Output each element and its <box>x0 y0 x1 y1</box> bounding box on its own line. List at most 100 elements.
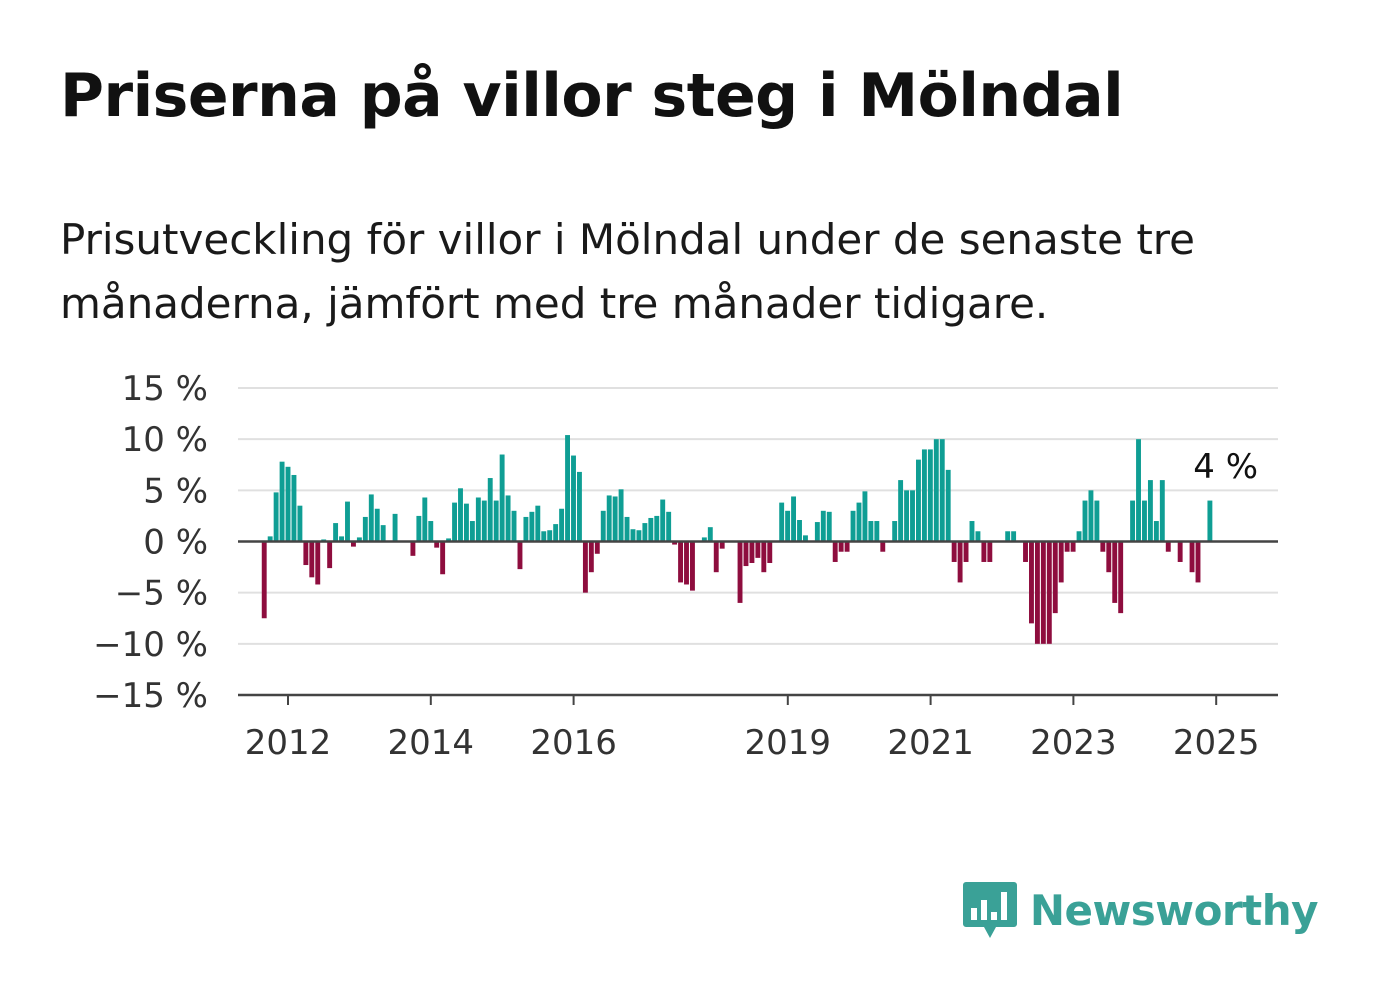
bar <box>1189 541 1195 573</box>
bar <box>279 461 285 542</box>
bar <box>642 523 648 542</box>
bar <box>981 541 987 562</box>
bar <box>606 495 612 542</box>
bar <box>1118 541 1124 614</box>
bar <box>850 510 856 542</box>
bar <box>636 530 642 542</box>
bar <box>1112 541 1118 603</box>
bar <box>779 502 785 542</box>
bar <box>678 541 684 583</box>
bar <box>463 503 469 542</box>
bar <box>535 505 541 542</box>
bar <box>838 541 844 552</box>
bar <box>565 435 570 542</box>
bar <box>571 455 576 542</box>
bar <box>690 541 695 591</box>
bar <box>600 510 606 542</box>
bar <box>910 490 915 542</box>
bar <box>356 537 362 542</box>
bar <box>713 541 719 573</box>
bar <box>749 541 755 563</box>
bar <box>963 541 969 562</box>
bar <box>785 510 791 542</box>
bar <box>880 541 886 552</box>
bar <box>434 541 440 548</box>
bar <box>452 502 457 542</box>
bar <box>797 520 802 542</box>
bar <box>874 521 880 542</box>
bar <box>303 541 309 566</box>
chart-subtitle: Prisutveckling för villor i Mölndal unde… <box>60 215 1195 328</box>
newsworthy-logo: Newsworthy <box>962 880 1319 940</box>
y-tick-label: −5 % <box>115 574 208 614</box>
bar <box>1106 541 1112 573</box>
bar <box>1064 541 1070 552</box>
x-tick-label: 2016 <box>530 723 617 763</box>
bar <box>945 469 951 542</box>
bar <box>1159 480 1165 542</box>
bar <box>856 502 862 542</box>
bar <box>511 510 517 542</box>
bar <box>737 541 743 603</box>
bar <box>1177 541 1183 562</box>
bar <box>273 492 279 542</box>
bar <box>820 510 826 542</box>
bar <box>660 499 666 542</box>
y-tick-label: 10 % <box>122 420 208 460</box>
bar <box>791 496 797 542</box>
bar <box>410 541 416 556</box>
bar <box>499 454 505 542</box>
bar <box>577 471 582 542</box>
bar <box>517 541 523 570</box>
bar <box>594 541 600 554</box>
y-tick-label: 15 % <box>122 369 208 409</box>
bar <box>291 474 297 542</box>
bar <box>1005 531 1011 542</box>
bar <box>803 535 808 542</box>
bar <box>309 541 315 578</box>
bar <box>1207 500 1213 542</box>
bar <box>362 516 368 542</box>
bar <box>648 517 654 542</box>
bar <box>755 541 761 558</box>
x-tick-label: 2014 <box>388 723 475 763</box>
bar <box>933 439 939 542</box>
bar <box>428 521 434 542</box>
bar <box>630 529 636 542</box>
bar <box>939 439 945 542</box>
bar <box>654 515 660 542</box>
y-tick-label: 0 % <box>143 523 208 563</box>
x-tick-label: 2021 <box>887 723 974 763</box>
bar <box>559 508 565 542</box>
bar <box>333 523 339 542</box>
bar <box>505 495 511 542</box>
bar <box>951 541 957 562</box>
bar <box>475 497 481 542</box>
bar <box>761 541 767 573</box>
y-tick-label: −10 % <box>93 625 208 665</box>
bar <box>315 541 321 585</box>
bar <box>458 488 463 542</box>
bar <box>684 541 689 585</box>
bar <box>345 501 350 542</box>
bar <box>1165 541 1171 552</box>
bar <box>350 541 356 547</box>
bar <box>969 521 975 542</box>
bar <box>1011 531 1017 542</box>
bar <box>487 478 493 542</box>
bar <box>1088 490 1094 542</box>
last-value-annotation: 4 % <box>1193 447 1258 487</box>
bar <box>547 530 553 542</box>
bar <box>1058 541 1064 583</box>
bar <box>743 541 749 567</box>
bar <box>1094 500 1100 542</box>
bar <box>440 541 446 575</box>
bar <box>1046 541 1052 644</box>
bar <box>1034 541 1040 644</box>
bar <box>862 491 868 542</box>
bar <box>767 541 773 563</box>
y-tick-label: −15 % <box>93 676 208 716</box>
bar <box>422 497 428 542</box>
bar-chart-speech-bubble-icon <box>962 882 1017 938</box>
